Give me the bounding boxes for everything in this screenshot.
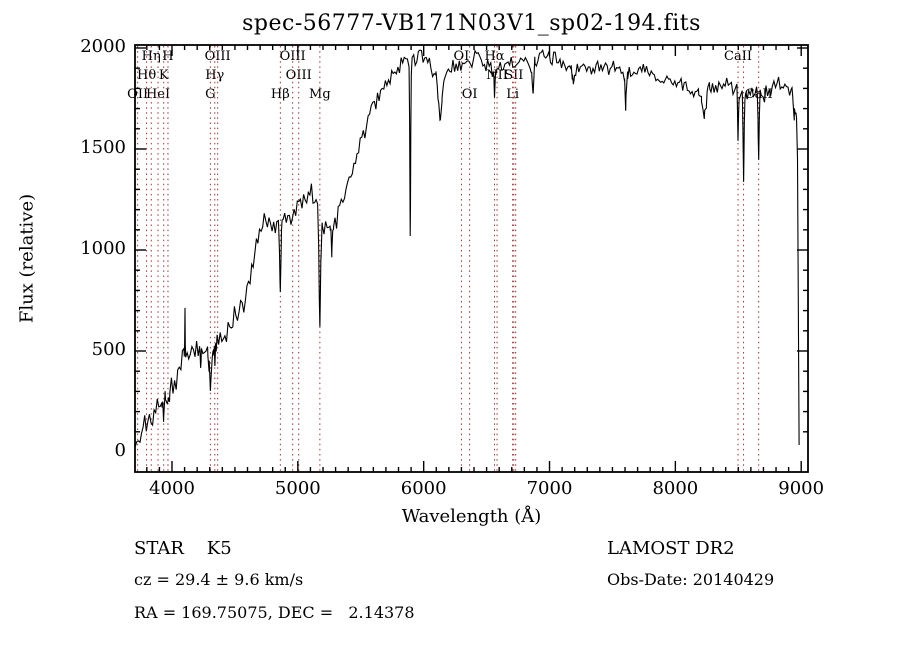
x-axis-label: Wavelength (Å): [401, 506, 542, 527]
spectral-line-label: K: [158, 68, 169, 83]
spectral-line-label: G: [205, 87, 216, 102]
y-tick-label: 1500: [80, 137, 126, 158]
spectral-line-label: Mg: [309, 87, 331, 102]
spectral-line-label: Hβ: [270, 87, 290, 102]
x-tick-label: 7000: [526, 478, 573, 499]
x-tick-label: 4000: [149, 478, 195, 499]
obs-date-text: Obs-Date: 20140429: [607, 570, 775, 589]
cz-text: cz = 29.4 ± 9.6 km/s: [134, 570, 304, 589]
x-tick-label: 9000: [778, 478, 825, 499]
spectral-line-label: OI: [461, 87, 478, 102]
plot-title: spec-56777-VB171N03V1_sp02-194.fits: [242, 11, 701, 36]
survey-text: LAMOST DR2: [607, 538, 735, 559]
x-tick-label: 5000: [274, 478, 321, 499]
y-tick-label: 500: [91, 339, 126, 360]
spectral-line-label: SII: [504, 68, 524, 83]
y-tick-label: 2000: [80, 36, 126, 57]
x-tick-label: 8000: [652, 478, 699, 499]
object-class-text: STAR K5: [134, 538, 232, 559]
x-tick-label: 6000: [400, 478, 447, 499]
ra-dec-text: RA = 169.75075, DEC = 2.14378: [134, 603, 415, 622]
spectral-line-label: OII: [127, 87, 149, 102]
y-tick-label: 0: [114, 440, 126, 461]
plot-box: [134, 44, 809, 473]
y-tick-label: 1000: [80, 238, 126, 259]
spectrum-line: [134, 48, 800, 447]
